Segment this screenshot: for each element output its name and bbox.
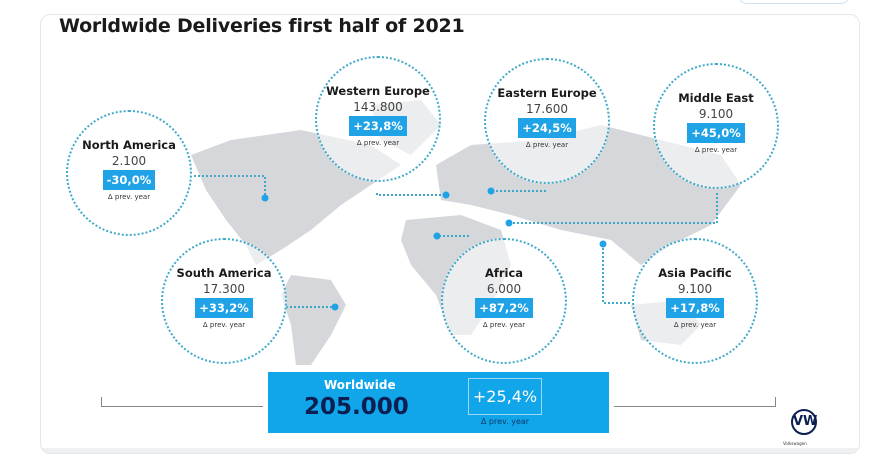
- vw-logo-icon: VW: [791, 409, 817, 435]
- region-middle-east: Middle East 9.100 +45,0% Δ prev. year: [653, 63, 779, 189]
- region-name: Asia Pacific: [658, 266, 732, 280]
- prev-year-label: Δ prev. year: [107, 193, 151, 201]
- worldwide-box: Worldwide 205.000 +25,4% Δ prev. year: [268, 372, 609, 433]
- region-name: South America: [176, 266, 272, 280]
- infographic: Worldwide Deliveries first half of 2021 …: [40, 14, 860, 454]
- prev-year-label: Δ prev. year: [202, 321, 246, 329]
- region-name: North America: [82, 138, 176, 152]
- region-north-america: North America 2.100 -30,0% Δ prev. year: [66, 110, 192, 236]
- region-value: 143.800: [353, 100, 403, 114]
- region-value: 2.100: [111, 154, 147, 168]
- region-asia-pacific: Asia Pacific 9.100 +17,8% Δ prev. year: [632, 238, 758, 364]
- bracket-right-line: [614, 406, 776, 407]
- region-change: +87,2%: [475, 298, 533, 318]
- page-title: Worldwide Deliveries first half of 2021: [59, 15, 465, 37]
- region-eastern-europe: Eastern Europe 17.600 +24,5% Δ prev. yea…: [484, 58, 610, 184]
- bottom-strip: [41, 448, 859, 453]
- bracket-left-line: [101, 406, 263, 407]
- bracket-right: [775, 397, 776, 407]
- worldwide-change: +25,4%: [468, 378, 542, 415]
- prev-year-label: Δ prev. year: [356, 139, 400, 147]
- prev-year-label: Δ prev. year: [673, 321, 717, 329]
- prev-year-label: Δ prev. year: [694, 146, 738, 154]
- region-change: +23,8%: [349, 116, 407, 136]
- worldwide-value: 205.000: [304, 394, 409, 420]
- region-value: 9.100: [677, 282, 713, 296]
- worldwide-label: Worldwide: [324, 378, 396, 392]
- region-change: +33,2%: [195, 298, 253, 318]
- region-value: 9.100: [698, 107, 734, 121]
- region-value: 17.300: [203, 282, 245, 296]
- region-name: Africa: [484, 266, 524, 280]
- region-change: -30,0%: [102, 170, 156, 190]
- region-name: Eastern Europe: [497, 86, 597, 100]
- region-africa: Africa 6.000 +87,2% Δ prev. year: [441, 238, 567, 364]
- vw-tagline: Volkswagen: [783, 441, 807, 446]
- region-change: +24,5%: [518, 118, 576, 138]
- region-value: 6.000: [486, 282, 522, 296]
- region-south-america: South America 17.300 +33,2% Δ prev. year: [161, 238, 287, 364]
- prev-year-label: Δ prev. year: [482, 321, 526, 329]
- top-button[interactable]: [738, 0, 850, 4]
- region-value: 17.600: [526, 102, 568, 116]
- bracket-left: [101, 397, 102, 407]
- region-name: Middle East: [678, 91, 754, 105]
- region-western-europe: Western Europe 143.800 +23,8% Δ prev. ye…: [315, 56, 441, 182]
- prev-year-label: Δ prev. year: [480, 417, 530, 426]
- region-change: +17,8%: [666, 298, 724, 318]
- region-change: +45,0%: [687, 123, 745, 143]
- region-name: Western Europe: [326, 84, 430, 98]
- map-south-america: [281, 275, 346, 365]
- prev-year-label: Δ prev. year: [525, 141, 569, 149]
